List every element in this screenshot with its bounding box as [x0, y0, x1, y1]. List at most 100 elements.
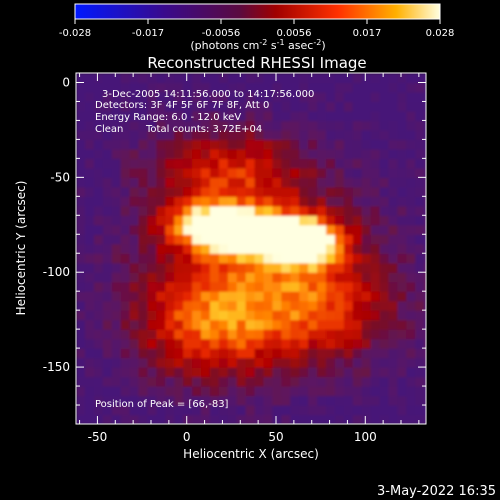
heatmap-cell — [245, 243, 256, 254]
heatmap-cell — [192, 300, 202, 311]
heatmap-cell — [424, 186, 426, 197]
heatmap-cell — [209, 310, 220, 321]
heatmap-cell — [227, 186, 238, 197]
heatmap-cell — [424, 91, 426, 103]
heatmap-cell — [218, 196, 229, 207]
heatmap-cell — [183, 158, 193, 169]
heatmap-cell — [299, 291, 309, 302]
heatmap-cell — [218, 110, 229, 122]
heatmap-cell — [281, 319, 291, 330]
heatmap-cell — [370, 395, 381, 406]
heatmap-cell — [120, 281, 131, 292]
heatmap-cell — [254, 386, 265, 397]
heatmap-cell — [156, 186, 166, 197]
heatmap-cell — [218, 215, 229, 226]
heatmap-cell — [138, 395, 149, 406]
heatmap-cell — [138, 158, 149, 169]
heatmap-cell — [192, 101, 202, 112]
heatmap-cell — [334, 82, 345, 93]
heatmap-cell — [76, 281, 86, 292]
heatmap-cell — [156, 224, 166, 235]
heatmap-cell — [174, 262, 184, 273]
heatmap-cell — [76, 338, 86, 349]
heatmap-cell — [254, 291, 265, 302]
heatmap-cell — [156, 129, 166, 141]
heatmap-cell — [317, 73, 327, 84]
heatmap-cell — [76, 319, 86, 330]
heatmap-cell — [397, 291, 407, 302]
heatmap-cell — [236, 215, 247, 226]
heatmap-cell — [397, 243, 407, 254]
heatmap-cell — [388, 243, 399, 254]
heatmap-cell — [272, 91, 282, 103]
heatmap-cell — [379, 177, 390, 188]
heatmap-cell — [370, 310, 381, 321]
heatmap-cell — [397, 101, 407, 112]
heatmap-cell — [218, 186, 229, 197]
heatmap-cell — [361, 376, 372, 387]
heatmap-cell — [156, 196, 166, 207]
heatmap-cell — [281, 405, 291, 416]
heatmap-cell — [281, 414, 291, 424]
heatmap-cell — [388, 129, 399, 141]
heatmap-cell — [299, 158, 309, 169]
heatmap-cell — [334, 205, 345, 216]
heatmap-cell — [388, 215, 399, 226]
heatmap-cell — [290, 167, 300, 178]
heatmap-cell — [379, 167, 390, 178]
heatmap-cell — [218, 148, 229, 159]
heatmap-cell — [111, 319, 122, 330]
heatmap-cell — [93, 338, 104, 349]
heatmap-cell — [263, 348, 274, 359]
heatmap-cell — [326, 414, 336, 424]
heatmap-cell — [343, 158, 354, 169]
heatmap-cell — [227, 82, 238, 93]
heatmap-cell — [138, 348, 149, 359]
heatmap-cell — [281, 82, 291, 93]
heatmap-cell — [281, 139, 291, 150]
heatmap-cell — [263, 215, 274, 226]
heatmap-cell — [129, 82, 140, 93]
heatmap-cell — [263, 177, 274, 188]
heatmap-cell — [201, 234, 211, 245]
heatmap-cell — [343, 386, 354, 397]
heatmap-cell — [93, 73, 104, 84]
heatmap-cell — [406, 167, 416, 178]
heatmap-cell — [361, 281, 372, 292]
heatmap-cell — [406, 386, 416, 397]
heatmap-cell — [93, 167, 104, 178]
heatmap-cell — [156, 395, 166, 406]
heatmap-cell — [317, 338, 327, 349]
heatmap-cell — [218, 414, 229, 424]
heatmap-cell — [93, 186, 104, 197]
heatmap-cell — [388, 348, 399, 359]
heatmap-cell — [299, 224, 309, 235]
heatmap-cell — [76, 120, 86, 131]
heatmap-cell — [370, 367, 381, 378]
heatmap-cell — [102, 186, 113, 197]
heatmap-cell — [424, 224, 426, 235]
heatmap-cell — [165, 367, 175, 378]
heatmap-cell — [192, 357, 202, 368]
heatmap-cell — [147, 243, 157, 254]
heatmap-cell — [361, 91, 372, 103]
heatmap-cell — [308, 386, 318, 397]
heatmap-cell — [352, 357, 363, 368]
heatmap-cell — [245, 177, 256, 188]
y-tick-label: 0 — [62, 75, 70, 89]
heatmap-cell — [245, 414, 256, 424]
heatmap-cell — [361, 73, 372, 84]
heatmap-cell — [183, 148, 193, 159]
heatmap-cell — [76, 376, 86, 387]
heatmap-cell — [201, 139, 211, 150]
heatmap-cell — [236, 395, 247, 406]
heatmap-cell — [218, 281, 229, 292]
heatmap-cell — [263, 158, 274, 169]
heatmap-cell — [174, 376, 184, 387]
heatmap-cell — [93, 395, 104, 406]
heatmap-cell — [245, 291, 256, 302]
heatmap-cell — [263, 262, 274, 273]
heatmap-cell — [147, 120, 157, 131]
heatmap-cell — [227, 196, 238, 207]
heatmap-cell — [183, 73, 193, 84]
